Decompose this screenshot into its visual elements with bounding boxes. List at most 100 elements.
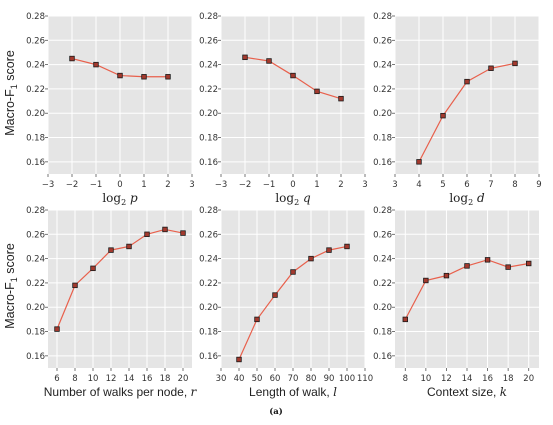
data-point bbox=[443, 272, 450, 279]
data-point bbox=[165, 74, 171, 80]
data-point bbox=[69, 55, 75, 62]
y-tick-label: 0.26 bbox=[199, 230, 218, 240]
x-tick-label: 80 bbox=[306, 374, 317, 384]
panel-5: 30 40 50 60 70 80 90 100 110 0.16 0.18 0.20 0.22 0.24… bbox=[199, 206, 373, 399]
data-point bbox=[108, 247, 114, 253]
x-axis-label: log2 p bbox=[102, 191, 138, 207]
x-axis-label-variable: d bbox=[473, 191, 485, 205]
x-axis-label-text: Context size, bbox=[427, 385, 500, 399]
x-tick-label: 50 bbox=[252, 374, 263, 384]
y-tick-label: 0.18 bbox=[373, 328, 392, 338]
data-point bbox=[242, 54, 248, 61]
data-point bbox=[144, 231, 150, 238]
data-point bbox=[505, 264, 511, 270]
data-point bbox=[338, 95, 344, 102]
panel-2: −3 −2 −1 0 1 2 3 0.16 0.18 0.20 0.22 0.24 0.26 0.28 lo… bbox=[199, 12, 368, 207]
x-tick-label: 9 bbox=[536, 180, 541, 190]
y-tick-label: 0.16 bbox=[199, 352, 218, 362]
x-tick-label: 14 bbox=[124, 374, 135, 384]
x-tick-label: 6 bbox=[54, 374, 59, 384]
x-tick-label: 14 bbox=[462, 374, 473, 384]
x-tick-label: 2 bbox=[165, 180, 170, 190]
x-tick-label: 0 bbox=[117, 180, 122, 190]
x-tick-label: 2 bbox=[338, 180, 343, 190]
y-tick-label: 0.28 bbox=[373, 206, 392, 216]
x-axis-label-text: log bbox=[102, 191, 121, 205]
data-point bbox=[484, 257, 491, 263]
y-axis-label-bottom: Macro-F1 score bbox=[3, 243, 19, 329]
x-tick-label: 40 bbox=[234, 374, 245, 384]
x-tick-label: 70 bbox=[288, 374, 299, 384]
x-tick-label: 1 bbox=[141, 180, 146, 190]
y-tick-label: 0.26 bbox=[26, 230, 45, 240]
data-point bbox=[402, 316, 408, 323]
x-axis-label: Context size, k bbox=[427, 385, 507, 399]
data-point bbox=[117, 72, 123, 79]
data-point bbox=[423, 277, 429, 284]
x-axis-label: Length of walk, l bbox=[249, 385, 337, 399]
y-tick-label: 0.18 bbox=[26, 328, 45, 338]
y-tick-label: 0.28 bbox=[26, 12, 45, 22]
data-point bbox=[90, 265, 96, 272]
data-point bbox=[54, 326, 60, 332]
data-point bbox=[290, 269, 296, 275]
y-tick-label: 0.28 bbox=[199, 12, 218, 22]
data-point bbox=[464, 78, 470, 85]
y-tick-label: 0.20 bbox=[373, 109, 392, 119]
y-tick-label: 0.26 bbox=[373, 230, 392, 240]
x-tick-label: −1 bbox=[90, 180, 103, 190]
x-axis-label: log2 q bbox=[275, 191, 311, 207]
y-tick-label: 0.16 bbox=[199, 158, 218, 168]
x-tick-label: −2 bbox=[239, 180, 252, 190]
panel-3: 3 4 5 6 7 8 9 0.16 0.18 0.20 0.22 0.24 0.26 0.28 log2 … bbox=[373, 12, 542, 207]
panel-1: −3 −2 −1 0 1 2 3 0.16 0.18 0.20 0.22 0.24 0.26 0.28 lo… bbox=[26, 12, 195, 207]
y-tick-label: 0.28 bbox=[26, 206, 45, 216]
y-tick-label: 0.18 bbox=[26, 134, 45, 144]
x-tick-label: 20 bbox=[523, 374, 534, 384]
x-axis-label-subscript: 2 bbox=[121, 198, 126, 207]
x-tick-label: 7 bbox=[488, 180, 493, 190]
data-point bbox=[72, 282, 78, 289]
data-point bbox=[266, 58, 272, 64]
x-tick-label: 0 bbox=[290, 180, 295, 190]
x-tick-label: 12 bbox=[106, 374, 117, 384]
x-tick-label: 1 bbox=[314, 180, 319, 190]
data-point bbox=[272, 292, 278, 298]
x-tick-label: −1 bbox=[263, 180, 276, 190]
y-tick-label: 0.26 bbox=[199, 36, 218, 46]
data-point bbox=[314, 88, 320, 95]
y-tick-label: 0.18 bbox=[199, 134, 218, 144]
data-point bbox=[308, 255, 314, 262]
y-tick-label: 0.22 bbox=[373, 85, 392, 95]
x-tick-label: 8 bbox=[403, 374, 408, 384]
data-point bbox=[162, 226, 168, 233]
data-point bbox=[180, 230, 186, 236]
x-tick-label: 3 bbox=[362, 180, 367, 190]
y-tick-label: 0.22 bbox=[199, 279, 218, 289]
y-tick-label: 0.22 bbox=[26, 85, 45, 95]
x-axis-label-text: Number of walks per node, bbox=[44, 385, 191, 399]
y-tick-label: 0.20 bbox=[199, 109, 218, 119]
x-tick-label: 6 bbox=[464, 180, 469, 190]
y-tick-label: 0.24 bbox=[26, 255, 45, 265]
plot-area bbox=[48, 210, 192, 368]
x-tick-label: 110 bbox=[357, 374, 373, 384]
x-axis-label-variable: k bbox=[500, 385, 507, 399]
y-tick-label: 0.24 bbox=[26, 61, 45, 71]
x-axis-label-variable: l bbox=[333, 385, 337, 399]
x-tick-label: 8 bbox=[72, 374, 77, 384]
y-tick-label: 0.26 bbox=[26, 36, 45, 46]
y-tick-label: 0.20 bbox=[199, 303, 218, 313]
x-axis-label: Number of walks per node, r bbox=[44, 385, 198, 399]
x-axis-label-subscript: 2 bbox=[468, 198, 473, 207]
data-point bbox=[126, 243, 132, 250]
y-tick-label: 0.20 bbox=[373, 303, 392, 313]
x-tick-label: 90 bbox=[324, 374, 335, 384]
data-point bbox=[290, 72, 296, 79]
data-point bbox=[344, 243, 350, 250]
x-tick-label: 10 bbox=[420, 374, 431, 384]
x-tick-label: −3 bbox=[42, 180, 55, 190]
y-tick-label: 0.22 bbox=[373, 279, 392, 289]
x-axis-label-text: log bbox=[449, 191, 468, 205]
y-tick-label: 0.16 bbox=[373, 352, 392, 362]
